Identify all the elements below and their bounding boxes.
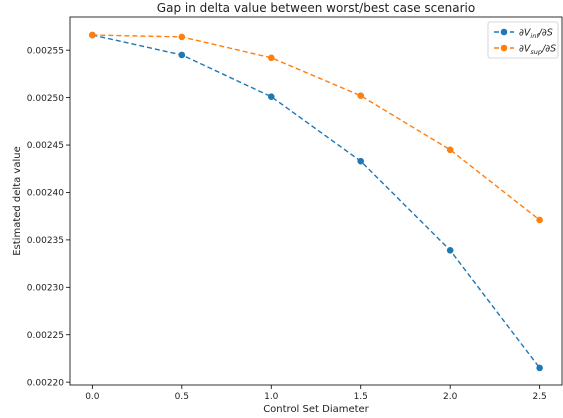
y-tick-label: 0.00230 [27,284,64,294]
data-point-sup [536,216,543,224]
data-point-inf [267,93,275,100]
data-point-sup [446,146,454,154]
data-point-sup [267,54,275,62]
data-point-inf [357,157,365,165]
data-point-sup [357,92,365,100]
y-tick-label: 0.00240 [27,189,64,199]
data-point-inf [446,247,454,254]
legend-marker [500,28,508,36]
y-tick-label: 0.00220 [27,378,64,388]
y-tick-label: 0.00235 [27,236,64,246]
series-group [89,31,543,372]
y-axis-label: Estimated delta value [12,146,23,256]
axis-ticks: 0.0 0.5 1.0 1.5 2.0 2.5 0.00220 0.00225 0.00230 0… [27,46,547,402]
plot-frame [69,16,563,386]
legend-marker [500,44,508,52]
y-tick-label: 0.00250 [27,94,64,104]
x-tick-label: 1.5 [354,392,368,402]
data-point-sup [178,33,186,41]
y-tick-label: 0.00255 [27,46,64,56]
series-line-sup [92,34,541,221]
data-point-sup [89,31,96,39]
series-line-inf [92,34,541,369]
legend-label: ∂Vsup/∂S [519,44,556,57]
data-point-inf [178,51,186,59]
x-axis-label: Control Set Diameter [263,404,369,415]
x-tick-label: 0.5 [175,392,189,402]
chart-title: Gap in delta value between worst/best ca… [157,1,475,15]
x-tick-label: 0.0 [85,392,100,402]
x-tick-label: 1.0 [264,392,279,402]
data-point-inf [536,364,543,372]
y-tick-label: 0.00245 [27,141,64,151]
legend-label: ∂Vinf/∂S [519,28,553,41]
x-tick-label: 2.5 [532,392,546,402]
y-tick-label: 0.00225 [27,331,64,341]
x-tick-label: 2.0 [443,392,458,402]
legend: ∂Vinf/∂S ∂Vsup/∂S [487,21,559,59]
